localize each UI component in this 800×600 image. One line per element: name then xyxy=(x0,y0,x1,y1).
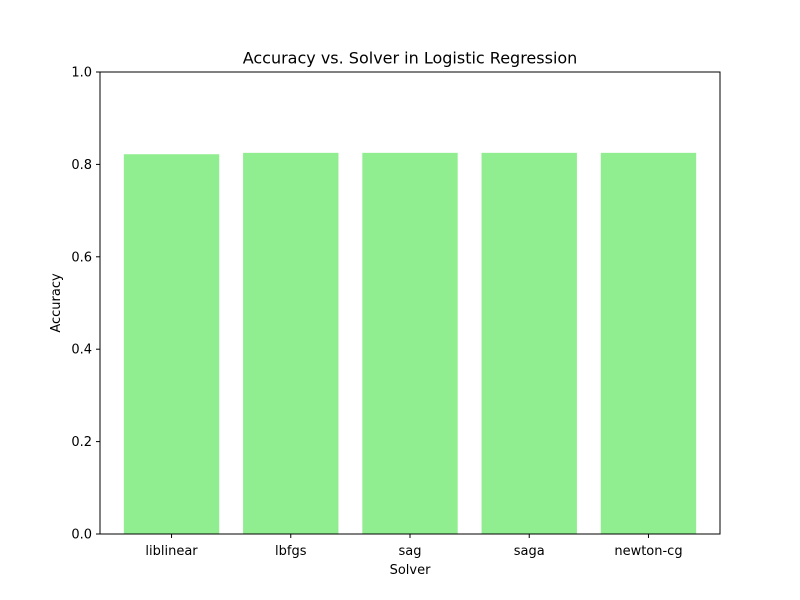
bars-group xyxy=(123,152,697,534)
chart-title: Accuracy vs. Solver in Logistic Regressi… xyxy=(243,49,578,68)
y-tick-label: 0.4 xyxy=(71,343,92,358)
bar-sag xyxy=(362,152,458,534)
y-tick-label: 0.0 xyxy=(71,528,92,543)
bar-saga xyxy=(481,152,577,534)
x-tick-label: lbfgs xyxy=(275,544,307,559)
x-tick-label: saga xyxy=(514,544,545,559)
bar-newton-cg xyxy=(600,152,697,534)
x-axis: liblinear lbfgs sag saga newton-cg xyxy=(145,534,683,559)
x-tick-label: sag xyxy=(399,544,422,559)
x-tick-label: newton-cg xyxy=(614,544,682,559)
y-axis-label: Accuracy xyxy=(49,273,64,333)
y-tick-label: 0.2 xyxy=(71,435,92,450)
bar-liblinear xyxy=(123,154,220,534)
x-axis-label: Solver xyxy=(390,563,432,578)
y-tick-label: 0.6 xyxy=(71,250,92,265)
y-tick-label: 1.0 xyxy=(71,66,92,81)
bar-lbfgs xyxy=(243,152,339,534)
y-tick-label: 0.8 xyxy=(71,158,92,173)
y-axis: 0.0 0.2 0.4 0.6 0.8 1.0 xyxy=(71,66,100,543)
x-tick-label: liblinear xyxy=(145,544,198,559)
